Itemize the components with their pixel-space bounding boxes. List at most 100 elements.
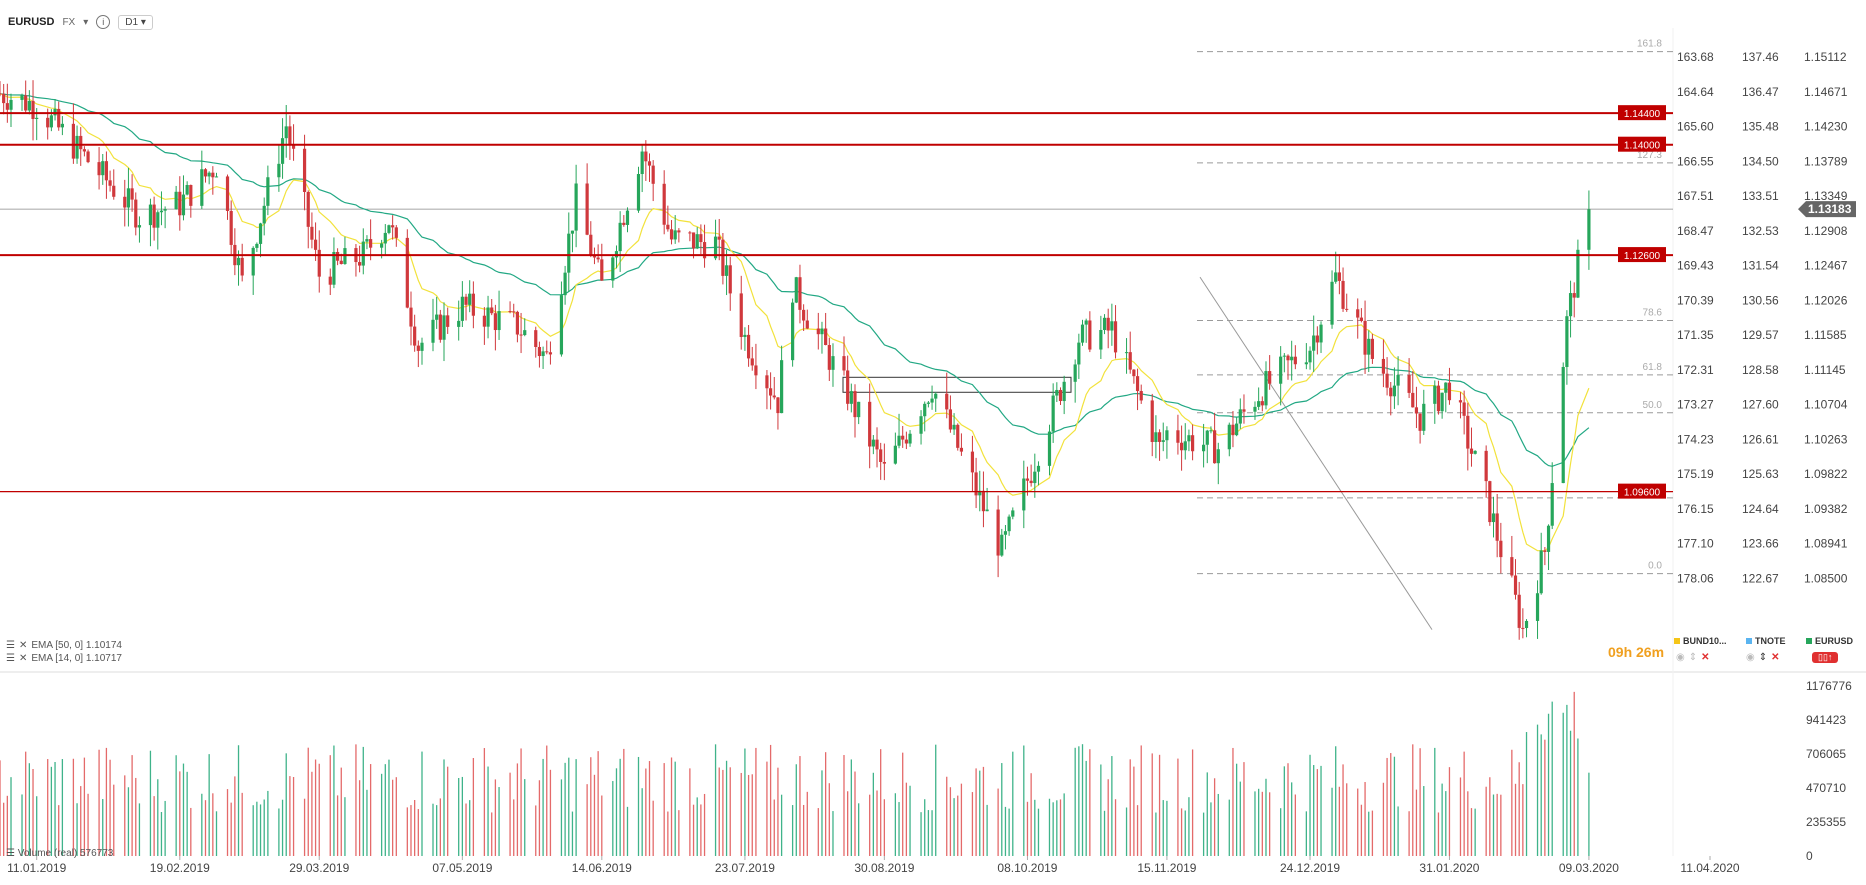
- candle-up: [1000, 528, 1004, 557]
- candle-body: [1521, 627, 1525, 629]
- candle-body: [302, 148, 307, 192]
- tnote-tick-label: 128.58: [1742, 363, 1779, 377]
- candle-down: [1389, 381, 1393, 416]
- menu-icon[interactable]: ☰: [6, 848, 15, 859]
- candle-down: [1359, 308, 1363, 323]
- candle-body: [181, 194, 186, 216]
- candle-down: [717, 218, 721, 261]
- candle-body: [1253, 406, 1257, 412]
- candle-body: [515, 311, 520, 335]
- time-tick-label: 11.01.2019: [7, 861, 66, 875]
- price-tick-label: 1.09382: [1804, 502, 1848, 516]
- candle-down: [1381, 339, 1386, 388]
- instrument-name: EURUSD: [1815, 636, 1854, 646]
- candle-body: [1264, 371, 1268, 406]
- candle-body: [457, 320, 461, 327]
- level-tag: [1618, 247, 1666, 263]
- candle-body: [1154, 432, 1158, 442]
- fib-level-label: 50.0: [1643, 400, 1663, 411]
- candle-down: [699, 224, 703, 255]
- candle-body: [816, 328, 820, 335]
- bund-controls: ◉ ⇕ ✕: [1676, 652, 1710, 663]
- candle-body: [1128, 352, 1132, 370]
- candle-body: [919, 416, 923, 434]
- eye-icon[interactable]: ◉: [1746, 652, 1755, 663]
- tnote-tick-label: 137.46: [1742, 50, 1779, 64]
- instrument-eurusd[interactable]: EURUSD: [1806, 636, 1853, 646]
- price-tick-label: 1.08941: [1804, 537, 1848, 551]
- candle-up: [207, 171, 211, 185]
- candle-body: [923, 403, 927, 417]
- candle-down: [104, 151, 109, 199]
- price-tick-label: 1.11145: [1804, 363, 1846, 377]
- candle-body: [868, 401, 872, 447]
- candle-body: [211, 172, 215, 178]
- close-icon[interactable]: ✕: [18, 640, 28, 651]
- candle-body: [948, 409, 953, 430]
- instrument-tnote[interactable]: TNOTE: [1746, 636, 1786, 646]
- candle-body: [332, 251, 336, 285]
- volume-label-text: Volume (real) 576773: [17, 848, 114, 859]
- candle-body: [174, 191, 178, 210]
- candle-body: [1282, 355, 1286, 357]
- candle-down: [1176, 414, 1180, 455]
- chevron-down-icon[interactable]: ▾: [83, 16, 89, 28]
- candle-body: [1205, 430, 1209, 445]
- indicator-ema50[interactable]: ☰ ✕ EMA [50, 0] 1.10174: [6, 640, 122, 651]
- candle-down: [1407, 358, 1411, 399]
- close-icon[interactable]: ✕: [1701, 652, 1710, 663]
- candle-body: [1157, 432, 1162, 442]
- candle-up: [574, 164, 578, 248]
- menu-icon[interactable]: ☰: [6, 653, 15, 664]
- candle-down: [802, 304, 806, 331]
- candle-up: [1011, 507, 1015, 520]
- bund-tick-label: 172.31: [1677, 363, 1714, 377]
- timeframe-select[interactable]: D1 ▾: [118, 14, 153, 30]
- sort-icon[interactable]: ⇕: [1758, 652, 1768, 663]
- candle-body: [1572, 293, 1576, 298]
- candle-body: [152, 204, 156, 228]
- candle-down: [1286, 354, 1290, 380]
- close-icon[interactable]: ✕: [1771, 652, 1780, 663]
- candle-down: [545, 340, 549, 355]
- settings-icon[interactable]: ▯▯↑: [1812, 652, 1839, 663]
- candle-up: [1330, 270, 1334, 329]
- indicator-ema14[interactable]: ☰ ✕ EMA [14, 0] 1.10717: [6, 653, 122, 664]
- candle-body: [413, 326, 417, 346]
- candle-body: [600, 259, 604, 281]
- candle-body: [519, 334, 523, 336]
- candle-down: [662, 170, 666, 235]
- close-icon[interactable]: ✕: [18, 653, 28, 664]
- candle-body: [647, 161, 652, 166]
- candle-body: [1359, 317, 1363, 321]
- candle-body: [358, 262, 362, 266]
- eye-icon[interactable]: ◉: [1676, 652, 1685, 663]
- candle-body: [431, 319, 435, 343]
- candle-down: [765, 370, 769, 410]
- candle-body: [1565, 316, 1569, 367]
- symbol-type[interactable]: FX: [62, 16, 76, 28]
- candle-body: [1385, 373, 1389, 388]
- volume-tick-label: 941423: [1806, 713, 1846, 727]
- candle-body: [959, 447, 964, 452]
- menu-icon[interactable]: ☰: [6, 640, 15, 651]
- candle-up: [137, 216, 142, 243]
- bund-tick-label: 165.60: [1677, 120, 1714, 134]
- candle-body: [1392, 385, 1397, 397]
- symbol-name[interactable]: EURUSD: [8, 16, 55, 28]
- sort-icon[interactable]: ⇕: [1688, 652, 1698, 663]
- candle-down: [948, 395, 953, 433]
- info-icon[interactable]: i: [96, 15, 111, 29]
- candle-body: [798, 277, 802, 310]
- candle-up: [174, 185, 178, 210]
- instrument-bund[interactable]: BUND10...: [1674, 636, 1727, 646]
- candle-body: [930, 398, 934, 403]
- tnote-tick-label: 134.50: [1742, 154, 1779, 168]
- candle-body: [1084, 320, 1088, 325]
- candle-body: [1433, 385, 1437, 404]
- candle-up: [625, 207, 630, 233]
- candle-up: [148, 198, 153, 247]
- candle-down: [130, 174, 134, 212]
- candles: [0, 80, 1591, 640]
